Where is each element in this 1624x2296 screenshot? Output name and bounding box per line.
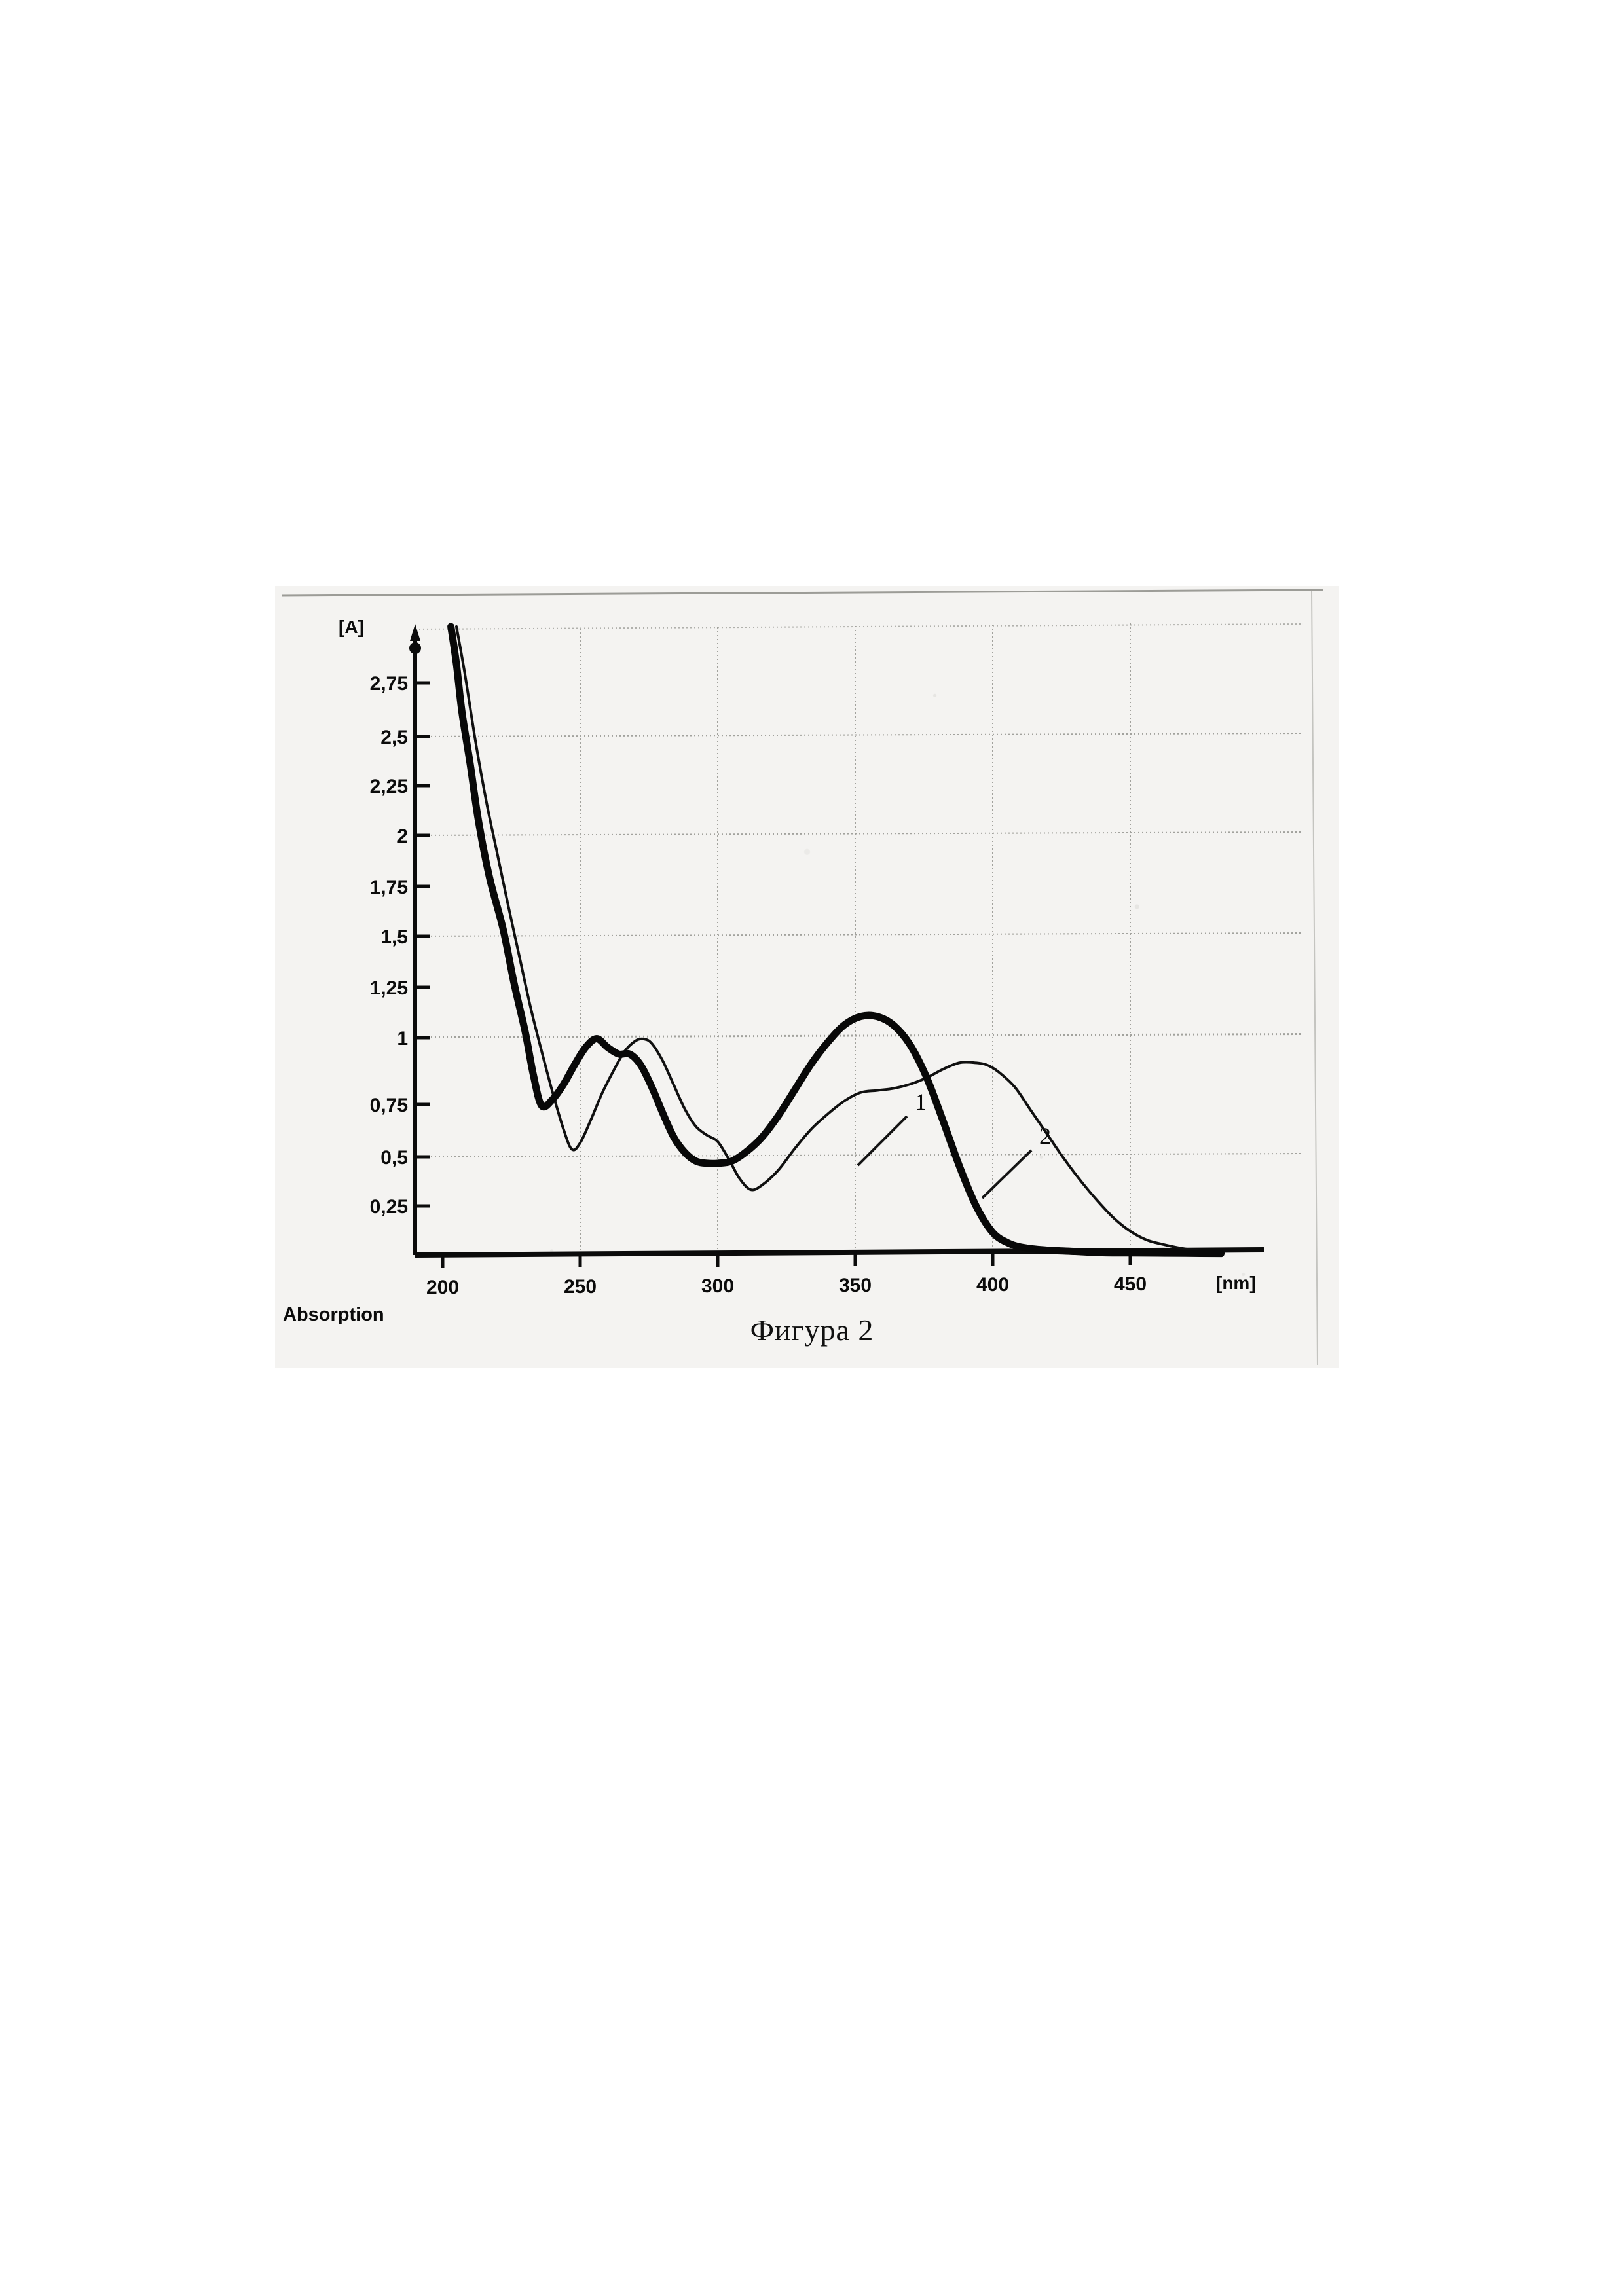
y-axis-arrow-icon [410, 624, 420, 641]
y-tick-label: 1 [397, 1028, 408, 1049]
series-1-curve [451, 627, 1221, 1254]
y-tick-label: 1,5 [380, 926, 408, 948]
y-tick-label: 1,75 [370, 877, 408, 898]
y-axis [409, 624, 430, 1255]
y-tick-label: 1,25 [370, 977, 408, 999]
scanned-figure-region: 2,75 2,5 2,25 2 1,75 1,5 1,25 1 0,75 0,5… [275, 586, 1339, 1368]
y-axis-unit-label: [A] [339, 617, 364, 637]
data-series-group [451, 627, 1221, 1254]
series-2-curve [456, 627, 1221, 1254]
x-tick-label: 300 [701, 1275, 734, 1297]
x-tick-labels: 200 250 300 350 400 450 [426, 1273, 1147, 1298]
absorption-spectrum-chart: 2,75 2,5 2,25 2 1,75 1,5 1,25 1 0,75 0,5… [275, 586, 1339, 1368]
x-tick-label: 450 [1114, 1273, 1147, 1295]
x-axis-unit-label: [nm] [1216, 1273, 1256, 1293]
x-tick-label: 200 [426, 1277, 459, 1298]
chart-gridlines [415, 623, 1303, 1254]
series-1-label: 1 [915, 1089, 927, 1115]
series-2-leader-line [982, 1150, 1031, 1198]
series-1-leader-line [858, 1116, 907, 1165]
x-tick-label: 350 [839, 1275, 872, 1296]
x-tick-label: 250 [564, 1276, 597, 1298]
y-tick-label: 2,25 [370, 776, 408, 797]
plot-top-border [415, 624, 1303, 629]
y-tick-label: 2 [397, 826, 408, 847]
y-tick-label: 2,5 [380, 727, 408, 748]
y-tick-label: 0,5 [380, 1147, 408, 1169]
series-2-label: 2 [1039, 1123, 1051, 1149]
y-tick-label: 0,75 [370, 1095, 408, 1116]
figure-caption: Фигура 2 [0, 1313, 1624, 1347]
x-tick-label: 400 [976, 1274, 1009, 1296]
y-tick-label: 0,25 [370, 1196, 408, 1218]
y-tick-label: 2,75 [370, 673, 408, 695]
y-tick-labels: 2,75 2,5 2,25 2 1,75 1,5 1,25 1 0,75 0,5… [370, 673, 408, 1218]
y-axis-arrow-blot [409, 642, 421, 654]
